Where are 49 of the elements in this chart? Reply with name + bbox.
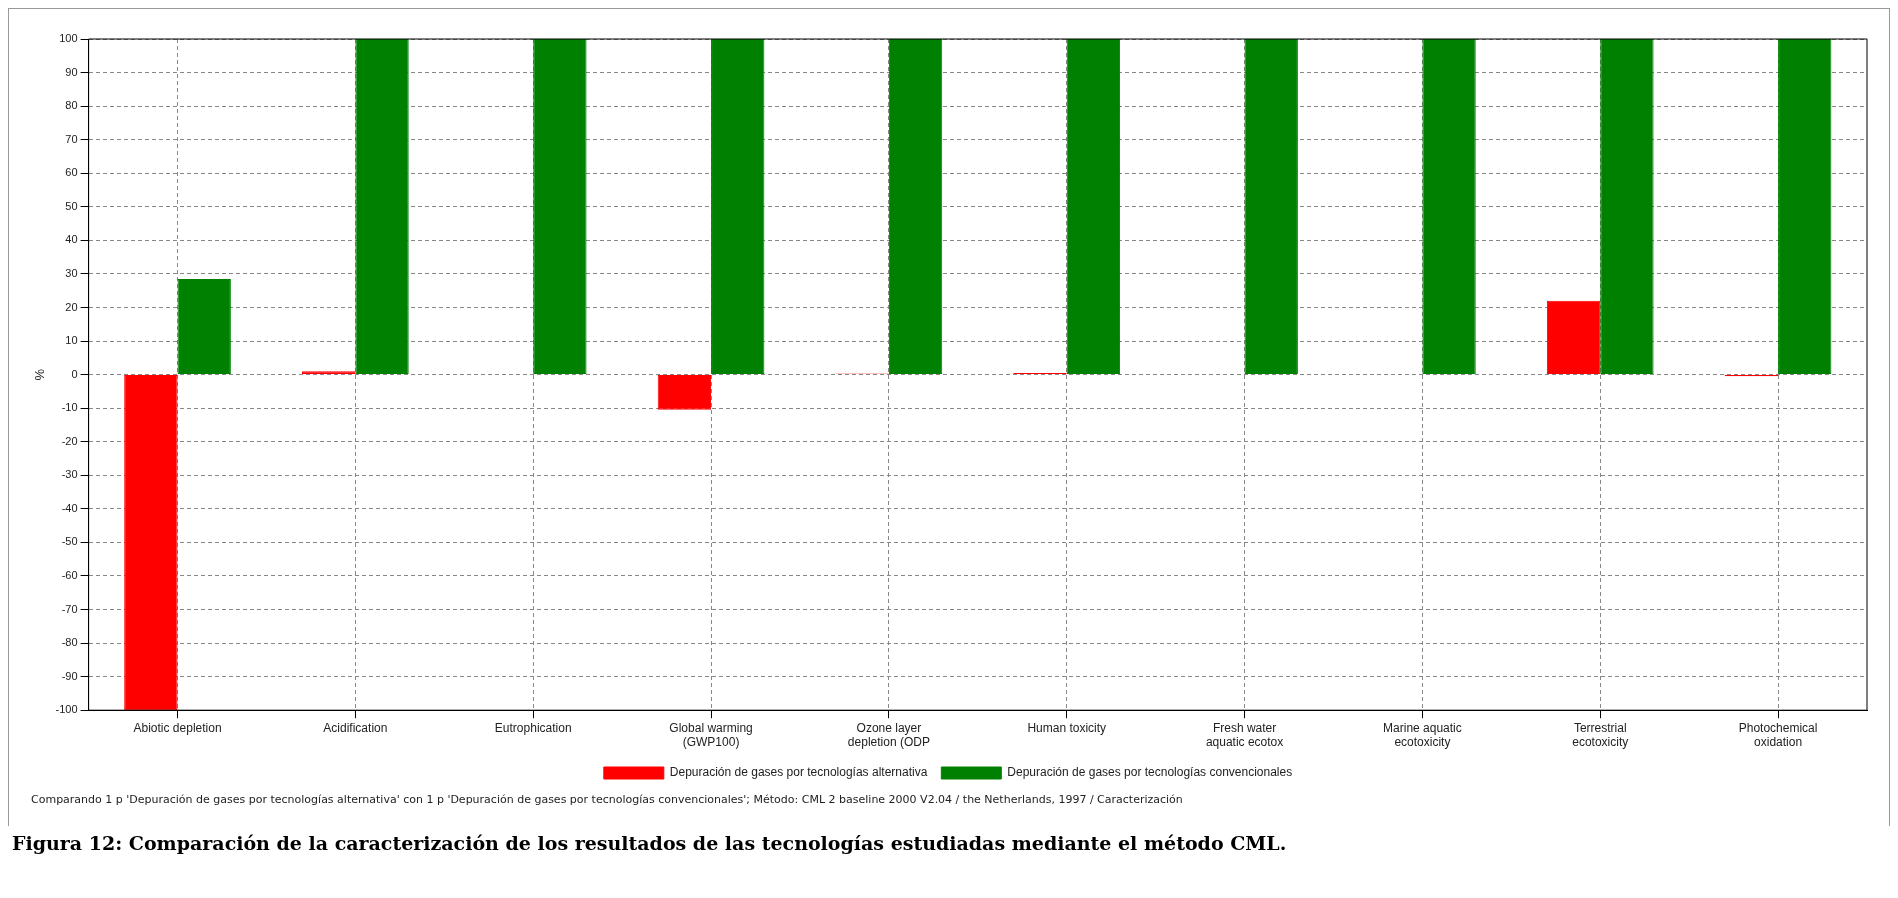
y-tick-label: 50 [65, 199, 78, 212]
x-tick-label: Human toxicity [1027, 720, 1107, 735]
y-axis-title: % [32, 368, 48, 381]
bar [177, 278, 231, 375]
bar [533, 39, 587, 375]
y-tick-label: 80 [65, 99, 78, 112]
bar [355, 39, 409, 375]
bar [888, 39, 943, 375]
bar [711, 39, 765, 375]
x-tick-label: Fresh water aquatic ecotox [1205, 720, 1284, 750]
x-tick-label: Marine aquatic ecotoxicity [1383, 720, 1462, 750]
x-tick-label: Terrestrial ecotoxicity [1572, 720, 1629, 750]
legend-label: Depuración de gases por tecnologías convencionales [1007, 765, 1293, 780]
y-tick-label: -30 [61, 468, 78, 481]
bar [124, 375, 178, 711]
y-tick-label: 10 [65, 334, 78, 347]
y-tick-label: -60 [61, 568, 78, 581]
y-tick-label: -20 [61, 434, 78, 447]
x-tick-label: Eutrophication [494, 720, 572, 735]
y-tick-label: -90 [61, 669, 78, 682]
y-tick-label: -10 [61, 401, 78, 414]
x-tick-label: Photochemical oxidation [1738, 720, 1818, 750]
bar [657, 375, 712, 410]
bar [1546, 300, 1601, 375]
y-tick-label: 70 [65, 132, 78, 145]
y-tick-label: 0 [71, 367, 78, 380]
y-tick-label: -70 [61, 602, 78, 615]
bar [1778, 39, 1832, 375]
y-tick-label: 60 [65, 166, 78, 179]
y-tick-label: -100 [55, 703, 78, 716]
x-tick-label: Global warming (GWP100) [669, 720, 753, 750]
y-tick-label: -40 [61, 501, 78, 514]
x-tick-label: Abiotic depletion [133, 720, 222, 735]
bar [1066, 39, 1121, 375]
text: Comparando 1 p 'Depuración de gases por tecnologías alternativa' con 1 p 'Depuración de gases por tecnologías convencionales'; Método: CML 2 baseline 2000 V2.04 / the Netherlands, 1997 / Caracterización [30, 792, 1184, 808]
y-tick-label: 100 [59, 32, 78, 45]
bar [1422, 39, 1476, 375]
bar [1244, 39, 1298, 375]
legend-label: Depuración de gases por tecnologías alternativa [669, 765, 928, 780]
y-tick-label: 40 [65, 233, 78, 246]
y-tick-label: 30 [65, 266, 78, 279]
text: Figura 12: Comparación de la caracterización de los resultados de las tecnologías estudiadas mediante el método CML. [11, 831, 1288, 856]
y-tick-label: -50 [61, 535, 78, 548]
y-tick-label: 20 [65, 300, 78, 313]
y-tick-label: -80 [61, 636, 78, 649]
x-tick-label: Ozone layer depletion (ODP [847, 720, 930, 750]
x-tick-label: Acidification [323, 720, 388, 735]
bar [1600, 39, 1654, 375]
y-tick-label: 90 [65, 65, 78, 78]
